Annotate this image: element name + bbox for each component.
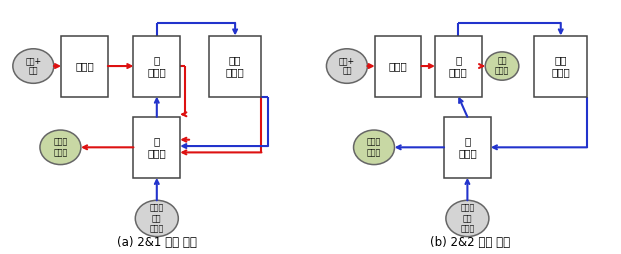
- Circle shape: [327, 49, 368, 83]
- Text: 연료+
공기: 연료+ 공기: [339, 56, 355, 76]
- FancyBboxPatch shape: [61, 36, 108, 97]
- Text: 연소기: 연소기: [75, 61, 94, 71]
- FancyBboxPatch shape: [435, 36, 482, 97]
- Circle shape: [135, 200, 178, 236]
- Text: (a) 2&1 공정 모델: (a) 2&1 공정 모델: [117, 236, 197, 249]
- Circle shape: [40, 130, 81, 165]
- FancyBboxPatch shape: [535, 36, 587, 97]
- Text: 연소
폐가스: 연소 폐가스: [495, 56, 509, 76]
- FancyBboxPatch shape: [134, 117, 180, 178]
- Text: 촉매
반응기: 촉매 반응기: [226, 55, 245, 77]
- Circle shape: [485, 52, 519, 80]
- Text: 반도체
공정
폐가스: 반도체 공정 폐가스: [460, 203, 474, 233]
- Text: 처리후
폐가스: 처리후 폐가스: [53, 138, 68, 157]
- Circle shape: [446, 200, 489, 236]
- Circle shape: [353, 130, 394, 165]
- Text: 연료+
공기: 연료+ 공기: [25, 56, 42, 76]
- FancyBboxPatch shape: [209, 36, 261, 97]
- Text: 연소기: 연소기: [389, 61, 407, 71]
- Text: 열
교환기: 열 교환기: [458, 136, 477, 158]
- Text: 촉매
반응기: 촉매 반응기: [551, 55, 570, 77]
- Text: 열
교환기: 열 교환기: [147, 55, 166, 77]
- Text: 처리후
폐가스: 처리후 폐가스: [367, 138, 381, 157]
- FancyBboxPatch shape: [134, 36, 180, 97]
- FancyBboxPatch shape: [375, 36, 422, 97]
- Text: 열
교환기: 열 교환기: [147, 136, 166, 158]
- Text: (b) 2&2 공정 모델: (b) 2&2 공정 모델: [430, 236, 510, 249]
- Text: 반도체
공정
폐가스: 반도체 공정 폐가스: [150, 203, 164, 233]
- FancyBboxPatch shape: [444, 117, 491, 178]
- Text: 열
교환기: 열 교환기: [449, 55, 468, 77]
- Circle shape: [13, 49, 54, 83]
